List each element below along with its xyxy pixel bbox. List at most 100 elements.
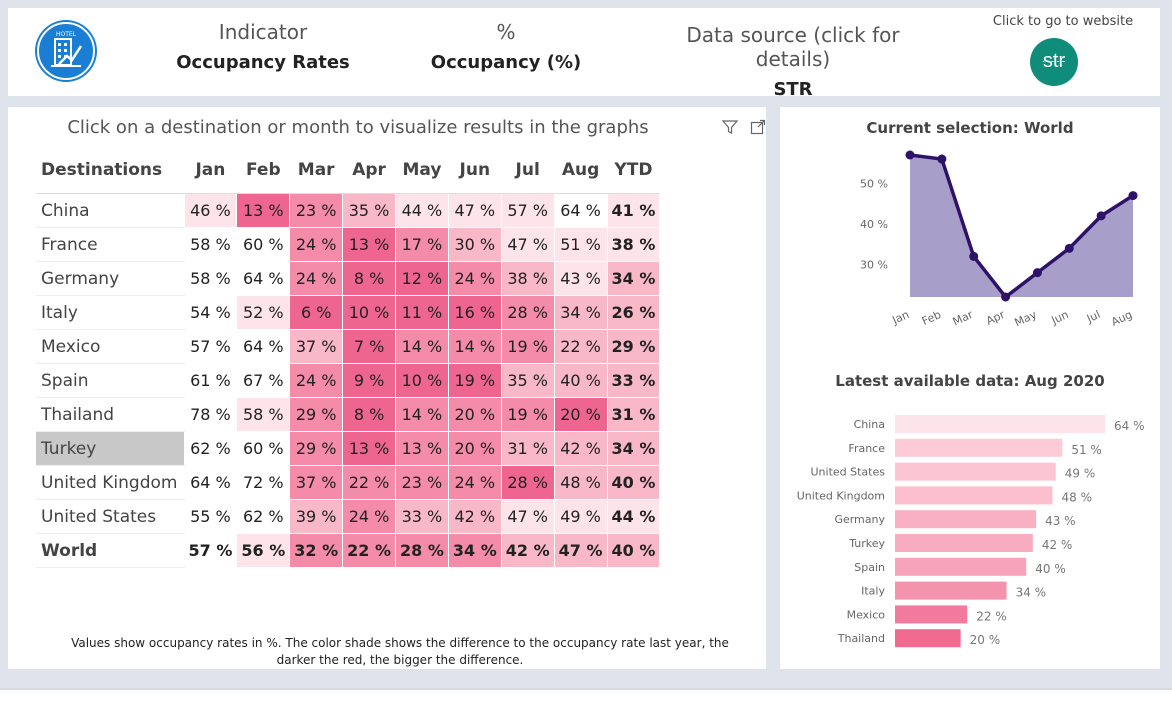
matrix-cell[interactable]: 24 % [289,363,344,398]
matrix-cell[interactable]: 35 % [342,193,396,228]
matrix-cell[interactable]: 14 % [395,329,449,364]
area-chart[interactable]: 30 % 40 % 50 % Jan Feb Mar Apr May Jun Jul Aug [780,137,1160,367]
matrix-cell[interactable]: 8 % [342,397,396,432]
destination-thailand[interactable]: Thailand [36,397,185,432]
matrix-cell[interactable]: 31 % [607,397,661,432]
matrix-cell[interactable]: 49 % [554,499,608,534]
matrix-row[interactable]: China 46 % 13 % 23 % 35 % 44 % 47 % 57 % 64 % 41 … [36,193,661,228]
matrix-cell[interactable]: 28 % [501,465,555,500]
data-point[interactable] [969,251,979,261]
matrix-cell[interactable]: 26 % [607,295,661,330]
matrix-cell[interactable]: 47 % [501,499,555,534]
matrix-cell[interactable]: 56 % [236,533,291,568]
matrix-cell[interactable]: 42 % [501,533,555,568]
bar[interactable] [895,415,1105,433]
matrix-cell[interactable]: 10 % [342,295,396,330]
matrix-cell[interactable]: 13 % [342,227,396,262]
matrix-cell[interactable]: 6 % [289,295,344,330]
matrix-cell[interactable]: 55 % [184,499,238,534]
matrix-cell[interactable]: 44 % [395,193,449,228]
matrix-cell[interactable]: 19 % [501,329,555,364]
matrix-cell[interactable]: 20 % [554,397,608,432]
matrix-cell[interactable]: 24 % [448,465,502,500]
data-point[interactable] [905,150,915,160]
matrix-cell[interactable]: 64 % [236,329,291,364]
destination-united-kingdom[interactable]: United Kingdom [36,465,185,500]
matrix-cell[interactable]: 38 % [501,261,555,296]
matrix-cell[interactable]: 24 % [342,499,396,534]
matrix-cell[interactable]: 29 % [289,431,344,466]
destination-united-states[interactable]: United States [36,499,185,534]
matrix-cell[interactable]: 60 % [236,227,291,262]
matrix-cell[interactable]: 35 % [501,363,555,398]
matrix-cell[interactable]: 47 % [448,193,502,228]
column-header-ytd[interactable]: YTD [607,147,660,194]
matrix-cell[interactable]: 22 % [554,329,608,364]
data-point[interactable] [1001,292,1011,302]
matrix-cell[interactable]: 24 % [289,261,344,296]
matrix-cell[interactable]: 47 % [554,533,608,568]
destination-spain[interactable]: Spain [36,363,185,398]
matrix-cell[interactable]: 40 % [607,533,661,568]
data-source-block[interactable]: Data source (click for details) STR [648,23,938,100]
matrix-cell[interactable]: 24 % [289,227,344,262]
matrix-row[interactable]: Turkey 62 % 60 % 29 % 13 % 13 % 20 % 31 % 42 % 34… [36,431,661,466]
matrix-cell[interactable]: 62 % [184,431,238,466]
column-header-apr[interactable]: Apr [342,147,396,194]
data-point[interactable] [1096,211,1106,221]
matrix-cell[interactable]: 78 % [184,397,238,432]
matrix-row[interactable]: World 57 % 56 % 32 % 22 % 28 % 34 % 42 % 47 % 40 … [36,533,661,568]
matrix-cell[interactable]: 34 % [448,533,502,568]
matrix-cell[interactable]: 28 % [395,533,449,568]
matrix-cell[interactable]: 64 % [554,193,608,228]
destination-germany[interactable]: Germany [36,261,185,296]
matrix-row[interactable]: Spain 61 % 67 % 24 % 9 % 10 % 19 % 35 % 40 % 33 % [36,363,661,398]
matrix-cell[interactable]: 43 % [554,261,608,296]
matrix-cell[interactable]: 14 % [448,329,502,364]
matrix-cell[interactable]: 13 % [342,431,396,466]
matrix-cell[interactable]: 37 % [289,329,344,364]
matrix-row[interactable]: United States 55 % 62 % 39 % 24 % 33 % 42 % 47 … [36,499,661,534]
destination-france[interactable]: France [36,227,185,262]
matrix-cell[interactable]: 42 % [448,499,502,534]
column-header-aug[interactable]: Aug [554,147,607,194]
matrix-cell[interactable]: 38 % [607,227,661,262]
matrix-cell[interactable]: 30 % [448,227,502,262]
matrix-cell[interactable]: 23 % [395,465,449,500]
matrix-cell[interactable]: 13 % [395,431,449,466]
bar[interactable] [895,629,961,648]
matrix-cell[interactable]: 67 % [236,363,291,398]
destination-turkey[interactable]: Turkey [36,431,185,466]
matrix-row[interactable]: United Kingdom 64 % 72 % 37 % 22 % 23 % 24 % 28… [36,465,661,500]
matrix-cell[interactable]: 19 % [448,363,502,398]
column-header-feb[interactable]: Feb [236,147,290,194]
matrix-cell[interactable]: 37 % [289,465,344,500]
matrix-cell[interactable]: 41 % [607,193,661,228]
destinations-header[interactable]: Destinations [36,147,184,194]
matrix-row[interactable]: France 58 % 60 % 24 % 13 % 17 % 30 % 47 % 51 % 38… [36,227,661,262]
matrix-cell[interactable]: 54 % [184,295,238,330]
matrix-cell[interactable]: 7 % [342,329,396,364]
bar[interactable] [895,462,1056,481]
matrix-cell[interactable]: 42 % [554,431,608,466]
matrix-cell[interactable]: 14 % [395,397,449,432]
matrix-cell[interactable]: 13 % [236,193,291,228]
matrix-cell[interactable]: 8 % [342,261,396,296]
data-point[interactable] [937,154,947,164]
matrix-cell[interactable]: 47 % [501,227,555,262]
destination-china[interactable]: China [36,193,185,228]
column-header-jul[interactable]: Jul [501,147,555,194]
matrix-cell[interactable]: 17 % [395,227,449,262]
matrix-cell[interactable]: 20 % [448,431,502,466]
matrix-cell[interactable]: 40 % [554,363,608,398]
matrix-cell[interactable]: 31 % [501,431,555,466]
filter-icon[interactable] [721,119,739,139]
bar[interactable] [895,581,1007,600]
matrix-cell[interactable]: 72 % [236,465,291,500]
matrix-cell[interactable]: 34 % [607,431,661,466]
matrix-cell[interactable]: 60 % [236,431,291,466]
matrix-cell[interactable]: 33 % [607,363,661,398]
matrix-cell[interactable]: 9 % [342,363,396,398]
matrix-cell[interactable]: 11 % [395,295,449,330]
column-header-jan[interactable]: Jan [184,147,237,194]
